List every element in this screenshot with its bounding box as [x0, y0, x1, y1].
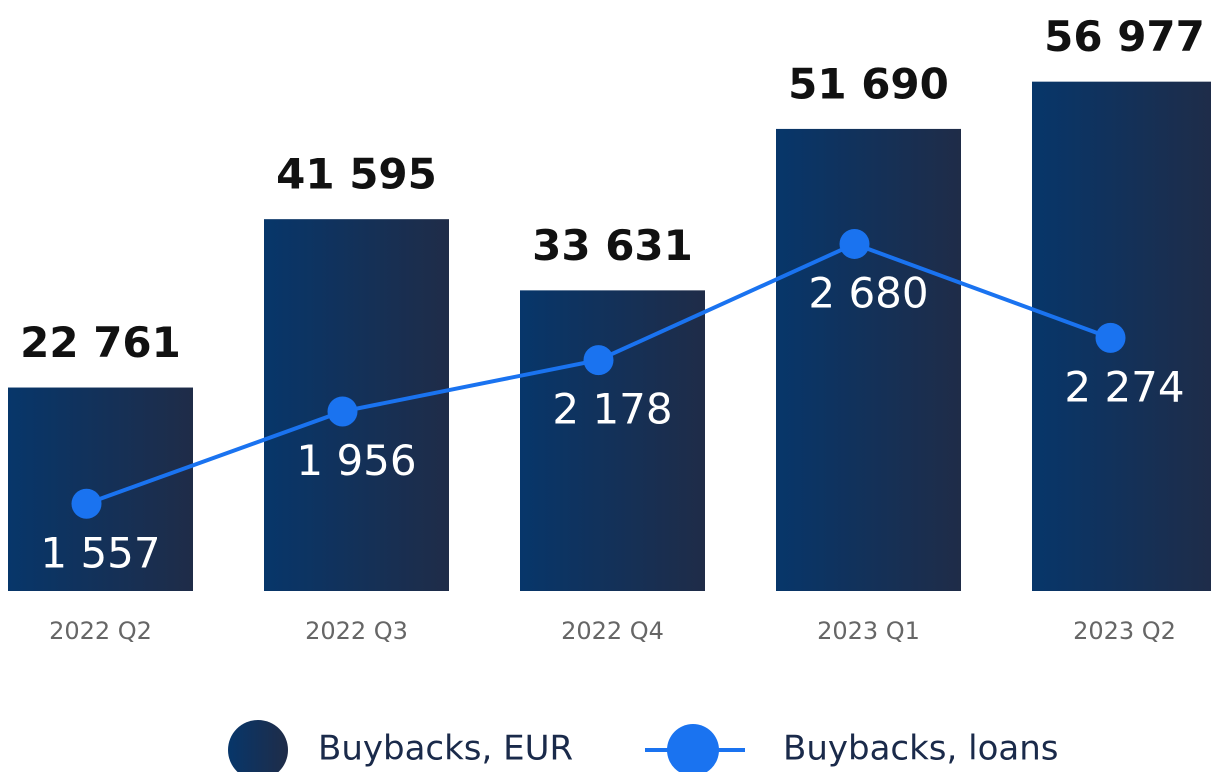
- bar: [8, 387, 193, 591]
- line-value-label: 2 680: [808, 268, 928, 317]
- legend-label: Buybacks, EUR: [318, 729, 573, 769]
- line-value-label: 2 178: [552, 385, 672, 434]
- legend-swatch: [228, 720, 288, 772]
- x-tick-label: 2023 Q1: [817, 617, 920, 645]
- bar-value-label: 56 977: [1044, 12, 1205, 61]
- x-tick-label: 2023 Q2: [1073, 617, 1176, 645]
- bar-value-label: 41 595: [276, 150, 437, 199]
- x-tick-label: 2022 Q4: [561, 617, 664, 645]
- line-point: [1095, 322, 1126, 353]
- line-point: [71, 488, 102, 519]
- bar: [520, 290, 705, 591]
- bar: [264, 219, 449, 592]
- legend-swatch: [667, 724, 719, 772]
- line-point: [327, 396, 358, 427]
- x-tick-label: 2022 Q3: [305, 617, 408, 645]
- bar-value-label: 51 690: [788, 59, 949, 108]
- bar-value-label: 22 761: [20, 318, 181, 367]
- line-point: [583, 345, 614, 376]
- line-value-label: 2 274: [1064, 362, 1184, 411]
- bar-value-label: 33 631: [532, 221, 693, 270]
- bar: [776, 128, 961, 591]
- x-tick-label: 2022 Q2: [49, 617, 152, 645]
- line-point: [839, 228, 870, 259]
- legend-label: Buybacks, loans: [783, 729, 1058, 769]
- line-value-label: 1 557: [40, 528, 160, 577]
- line-value-label: 1 956: [296, 436, 416, 485]
